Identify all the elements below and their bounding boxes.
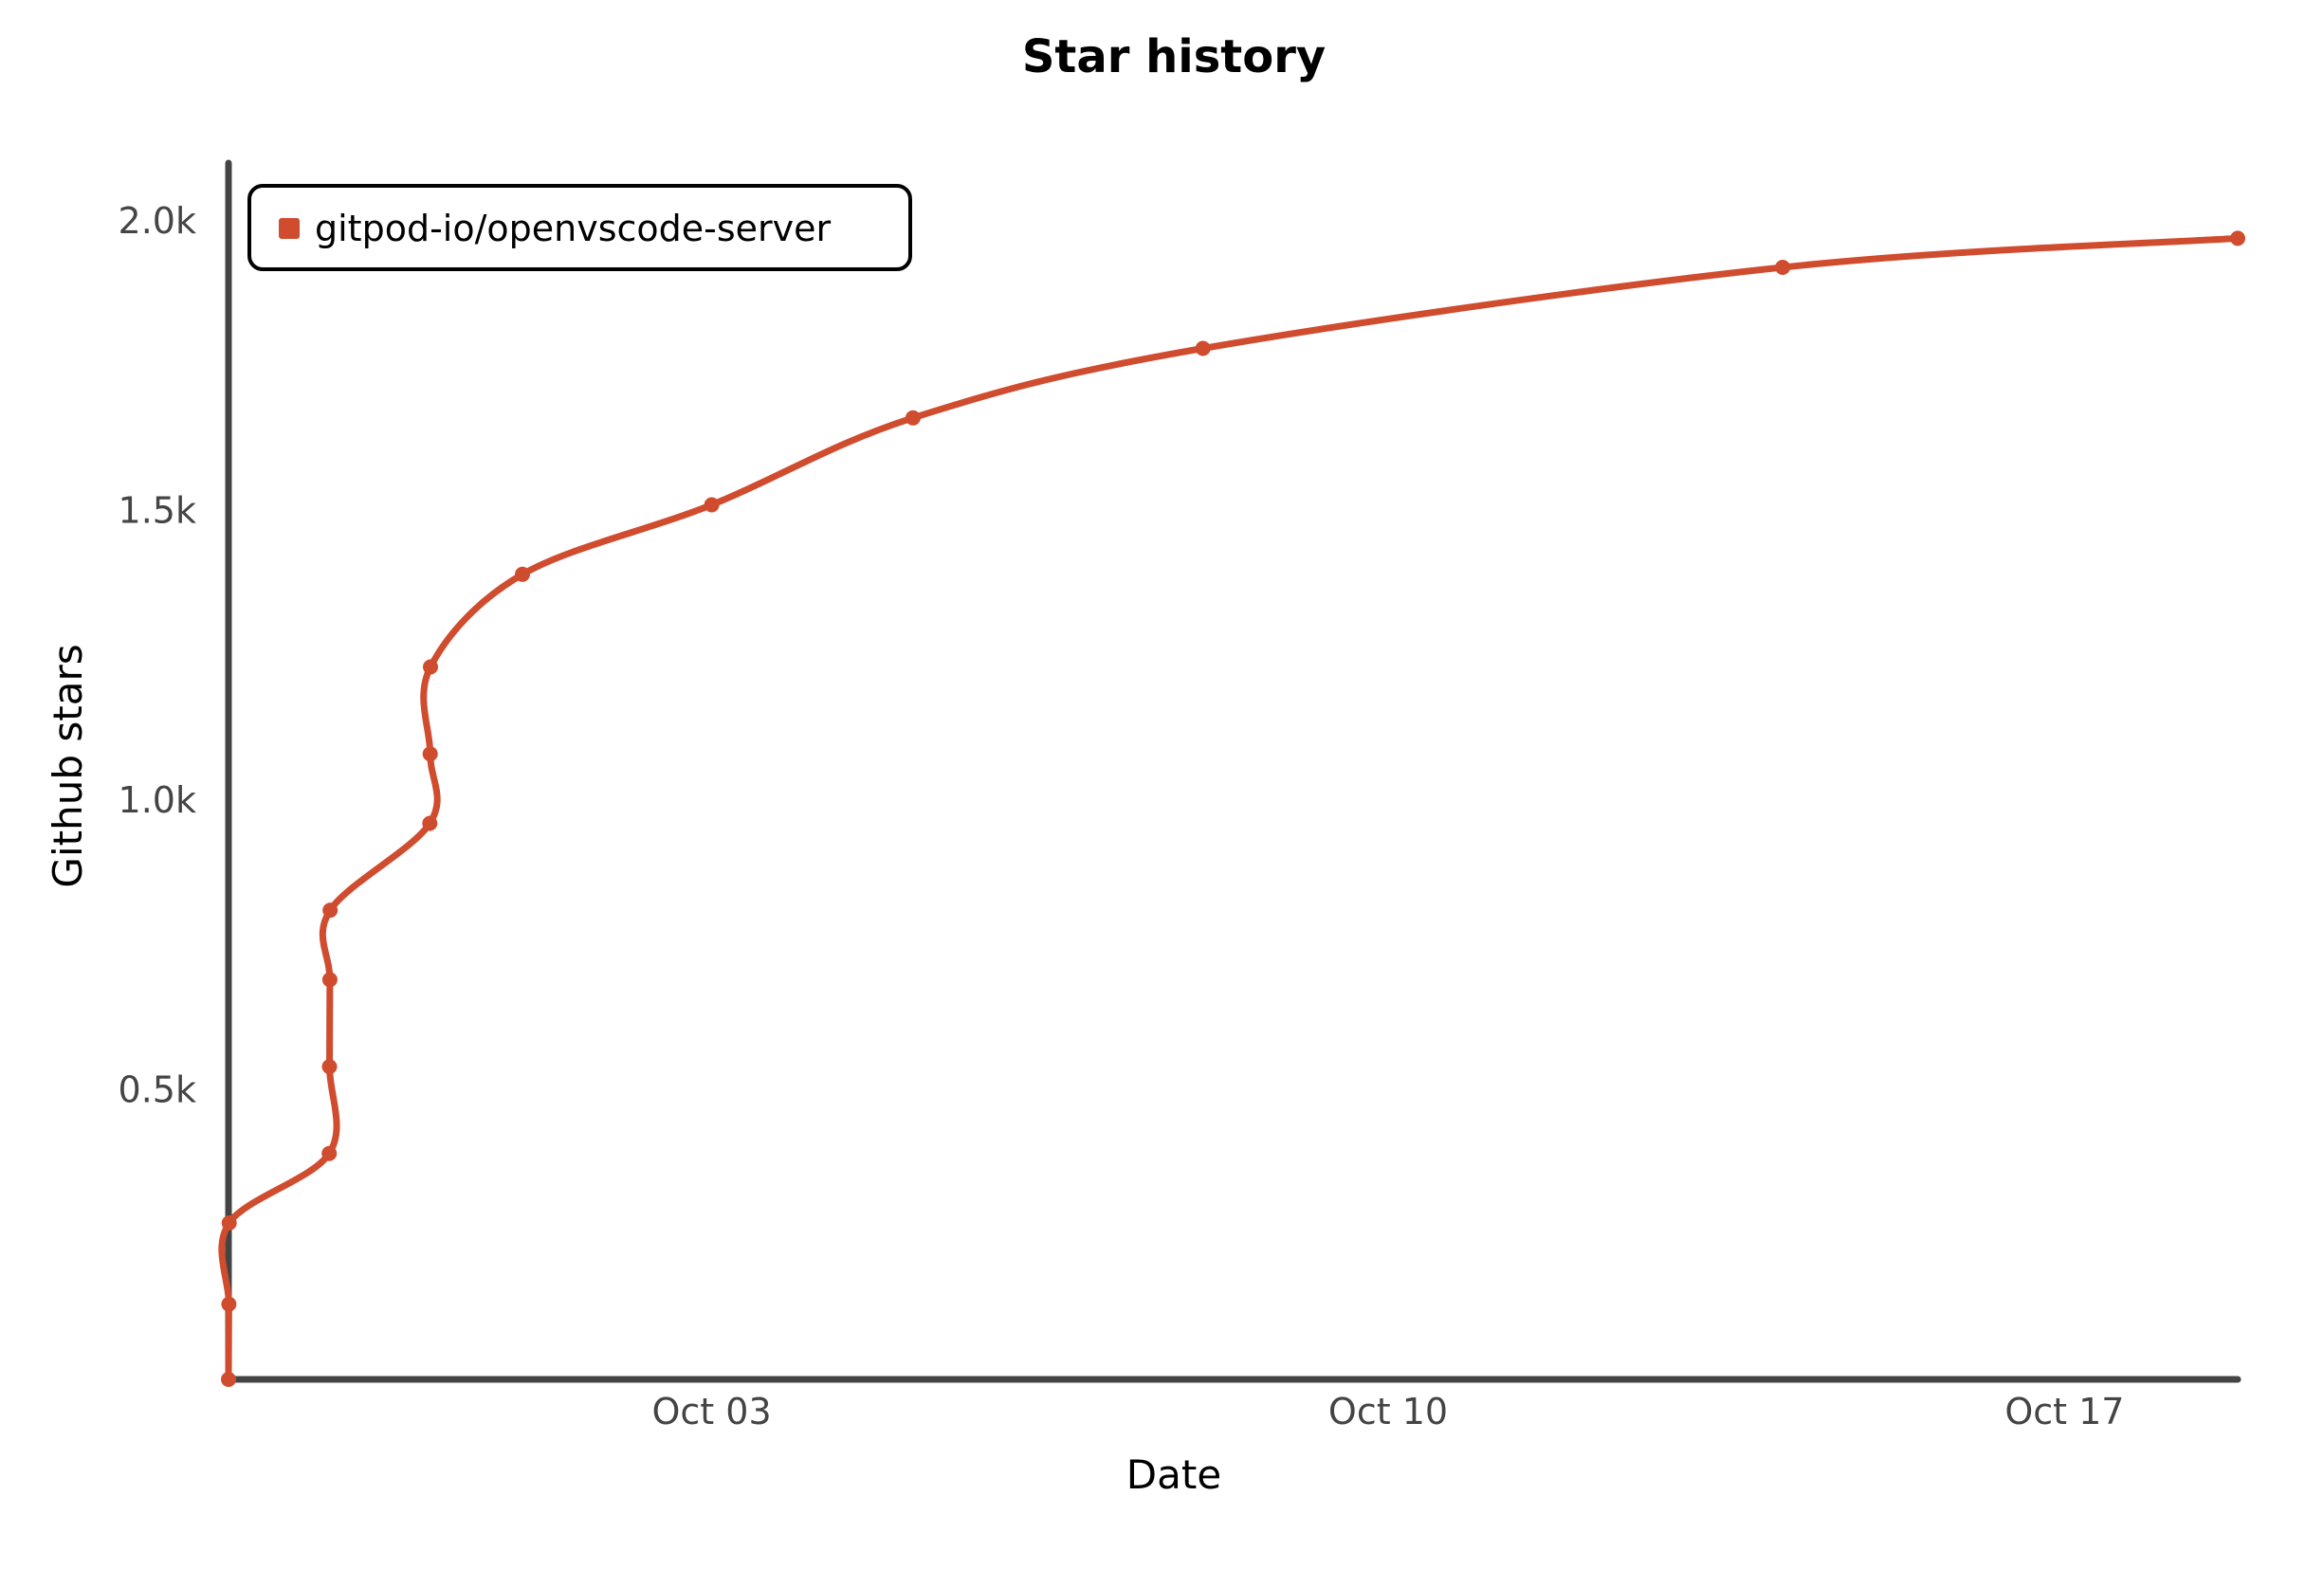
series-line [218, 234, 2242, 1383]
x-tick-label: Oct 03 [652, 1391, 772, 1432]
data-point [221, 1296, 237, 1312]
data-point [704, 497, 720, 513]
data-point [1195, 340, 1211, 356]
legend-swatch [279, 218, 300, 239]
y-tick-labels: 0.5k 1.0k 1.5k 2.0k [119, 200, 196, 1110]
data-point [2230, 230, 2245, 246]
legend-label: gitpod-io/openvscode-server [315, 208, 832, 249]
y-tick-label: 2.0k [119, 200, 196, 242]
x-tick-label: Oct 10 [1328, 1391, 1448, 1432]
data-point [221, 1215, 237, 1231]
legend-box [247, 184, 912, 271]
y-axis-label: Github stars [45, 644, 91, 887]
x-axis-label: Date [1126, 1451, 1221, 1498]
data-point [422, 815, 438, 831]
data-point [515, 566, 530, 582]
y-tick-label: 1.5k [119, 490, 196, 532]
y-tick-label: 1.0k [119, 779, 196, 821]
legend: gitpod-io/openvscode-server [247, 184, 912, 271]
data-point [1775, 260, 1791, 275]
data-point [423, 659, 438, 675]
data-point [221, 1372, 236, 1387]
data-point [321, 972, 338, 988]
x-tick-label: Oct 17 [2004, 1391, 2124, 1432]
chart-title: Star history [1022, 30, 1326, 83]
series-layer [218, 230, 2245, 1387]
data-point [322, 903, 339, 919]
x-tick-labels: Oct 03 Oct 10 Oct 17 [652, 1391, 2125, 1432]
data-point [905, 410, 921, 426]
data-point [321, 1145, 338, 1161]
data-point [321, 1059, 338, 1075]
data-point [422, 746, 438, 762]
y-tick-label: 0.5k [119, 1069, 196, 1111]
